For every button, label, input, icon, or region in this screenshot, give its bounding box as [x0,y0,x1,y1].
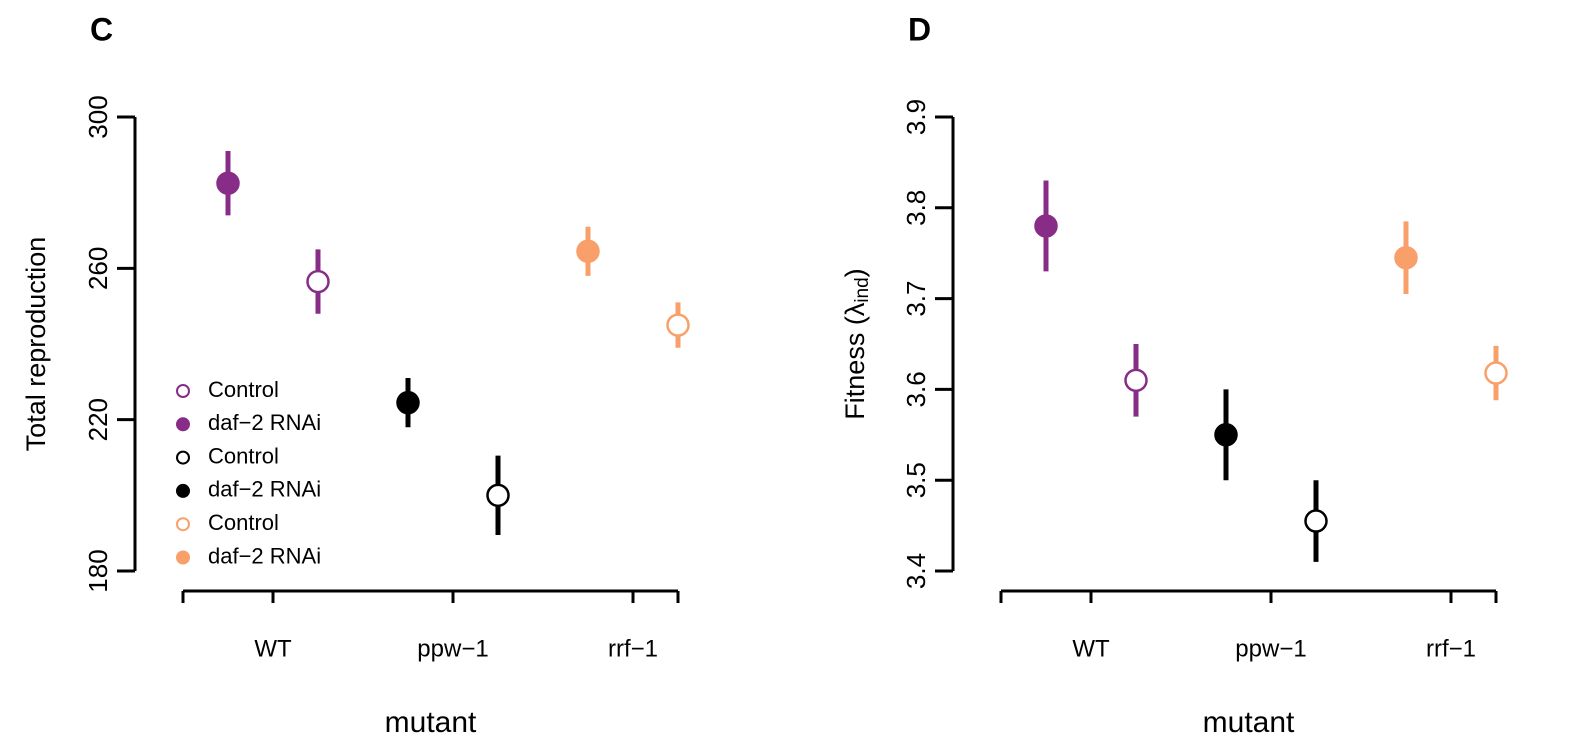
x-axis-title: mutant [1203,706,1295,739]
y-axis-title: Total reproduction [21,237,51,452]
y-axis-title: Fitness (λind) [840,268,873,419]
point [576,239,600,264]
legend-label: daf−2 RNAi [208,543,321,568]
legend-marker [176,450,190,465]
y-tick-label: 260 [83,247,113,290]
y-tick-label: 180 [83,549,113,592]
y-axis-title-text: Fitness (λ [840,302,870,420]
point [1394,245,1418,270]
y-tick-label: 220 [83,398,113,441]
point [1034,214,1058,238]
legend-label: daf−2 RNAi [208,477,321,502]
x-tick-label: rrf−1 [608,635,658,662]
x-tick-label: WT [254,635,292,662]
y-axis-title-subscript: ind [852,277,873,302]
y-axis-title-text: Total reproduction [21,237,51,452]
y-tick-label: 3.7 [901,281,931,317]
x-tick-label: ppw−1 [1235,635,1306,662]
point [396,390,420,415]
point [1124,368,1148,393]
panel-label: C [90,11,113,47]
legend-label: daf−2 RNAi [208,410,321,435]
y-axis-title-suffix: ) [840,268,870,277]
x-axis-title: mutant [385,706,477,739]
y-tick-label: 300 [83,95,113,138]
point [666,313,690,337]
y-tick-label: 3.6 [901,371,931,407]
legend-label: Control [208,510,279,535]
legend-marker [176,384,190,398]
legend-marker [176,417,190,432]
point [486,483,510,508]
point [1214,423,1238,447]
y-tick-label: 3.8 [901,190,931,226]
legend-label: Control [208,443,279,468]
point [216,171,240,195]
point [306,269,330,294]
legend-marker [176,483,190,498]
panel-label: D [908,11,931,47]
y-tick-label: 3.5 [901,462,931,498]
y-tick-label: 3.9 [901,99,931,135]
y-tick-label: 3.4 [901,553,931,589]
legend-marker [176,517,190,532]
legend-label: Control [208,377,279,402]
legend-marker [176,550,190,565]
point [1484,361,1508,385]
point [1304,509,1328,533]
x-tick-label: WT [1072,635,1110,662]
x-tick-label: rrf−1 [1426,635,1476,662]
x-tick-label: ppw−1 [417,635,488,662]
